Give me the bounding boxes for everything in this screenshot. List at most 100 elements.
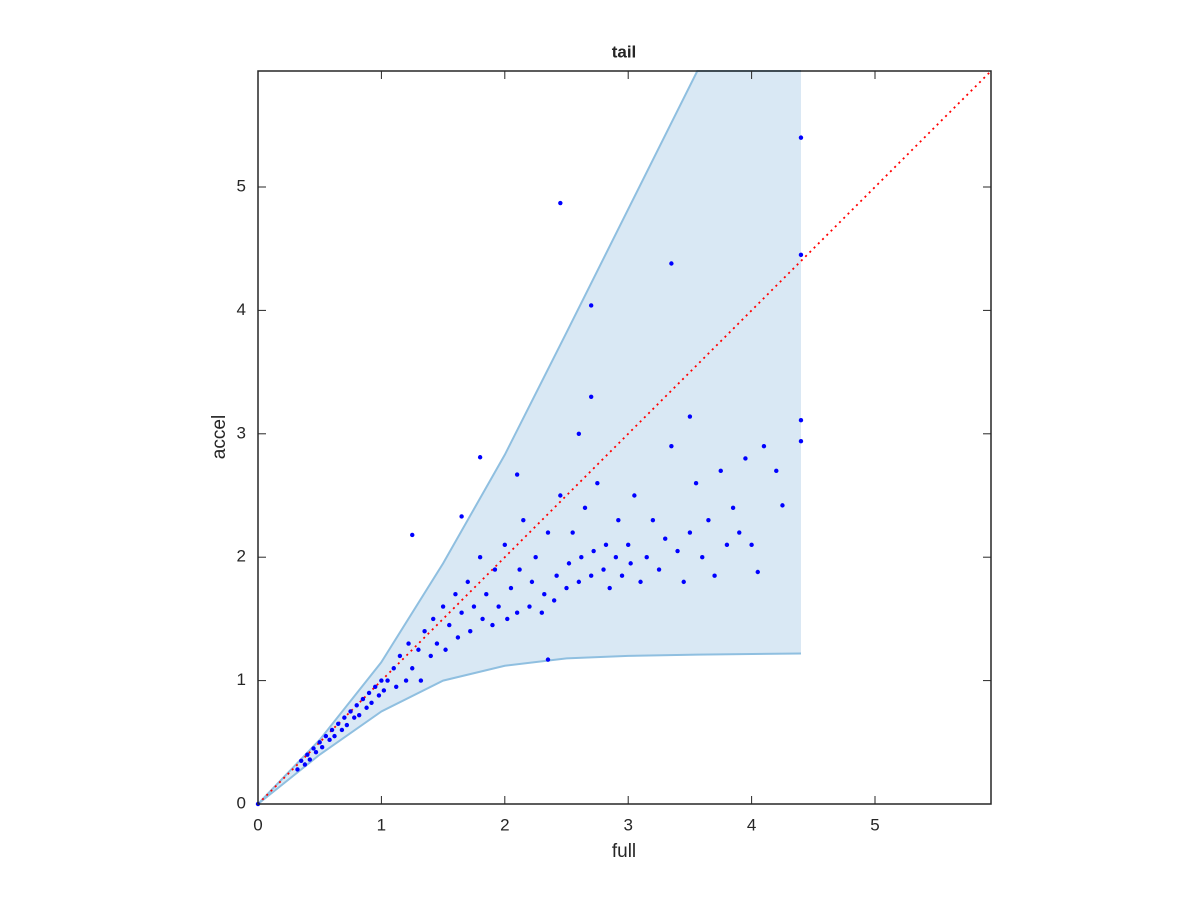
- plot-frame: [257, 70, 992, 805]
- point: [492, 567, 498, 572]
- x-tick-label: 5: [870, 815, 879, 834]
- point: [484, 592, 489, 597]
- point: [366, 690, 372, 696]
- point: [566, 561, 572, 566]
- point: [317, 740, 322, 745]
- point: [490, 622, 495, 628]
- y-axis-label: accel: [209, 415, 230, 459]
- point: [693, 480, 699, 486]
- point: [403, 678, 409, 683]
- point: [443, 647, 448, 652]
- point: [410, 532, 415, 538]
- point: [616, 517, 621, 523]
- point: [376, 693, 382, 698]
- point: [502, 542, 508, 548]
- point: [603, 542, 609, 548]
- point: [551, 598, 557, 603]
- point: [394, 684, 399, 689]
- point: [619, 573, 625, 578]
- point: [313, 749, 319, 755]
- point: [613, 554, 619, 560]
- point: [348, 709, 353, 714]
- point: [514, 610, 520, 615]
- point: [459, 610, 464, 615]
- y-tick-label: 3: [237, 423, 246, 442]
- point: [514, 472, 520, 477]
- point: [737, 530, 742, 535]
- point: [579, 554, 584, 560]
- point: [700, 554, 705, 560]
- point: [323, 733, 329, 739]
- point: [669, 443, 674, 449]
- point: [774, 468, 779, 474]
- point: [319, 745, 325, 750]
- point: [307, 757, 313, 762]
- point: [339, 727, 345, 733]
- point: [434, 641, 440, 646]
- x-tick-label: 2: [500, 815, 509, 834]
- point: [397, 653, 403, 659]
- point: [356, 712, 362, 718]
- point: [626, 542, 631, 548]
- point: [663, 536, 668, 541]
- point: [669, 261, 674, 266]
- point: [687, 414, 693, 419]
- x-tick-label: 1: [377, 815, 386, 834]
- point: [632, 493, 637, 498]
- point: [675, 548, 680, 554]
- point: [369, 700, 374, 706]
- point: [628, 561, 633, 566]
- point: [595, 480, 600, 486]
- y-tick-label: 1: [237, 670, 246, 689]
- point: [468, 629, 473, 634]
- point: [542, 592, 547, 597]
- point: [505, 616, 510, 622]
- y-tick-label: 5: [237, 176, 246, 195]
- point: [410, 666, 415, 671]
- point: [576, 579, 582, 585]
- point: [576, 431, 582, 436]
- point: [508, 585, 514, 591]
- point: [545, 657, 551, 662]
- point: [373, 684, 378, 689]
- band-upper-edge: [257, 70, 801, 805]
- point: [529, 579, 535, 585]
- point: [298, 758, 304, 764]
- point: [431, 616, 436, 622]
- point: [527, 604, 532, 609]
- chart-title: tail: [612, 42, 637, 61]
- point: [545, 530, 551, 535]
- x-tick-label: 0: [253, 815, 262, 834]
- point: [447, 622, 452, 628]
- point: [730, 505, 736, 511]
- point: [381, 688, 387, 693]
- point: [364, 705, 369, 710]
- point: [385, 678, 390, 683]
- point: [570, 530, 575, 535]
- point: [644, 554, 649, 560]
- point: [743, 456, 748, 461]
- point: [554, 573, 559, 578]
- y-tick-label: 4: [237, 300, 246, 319]
- point: [302, 762, 308, 767]
- point: [687, 530, 693, 535]
- y-tick-label: 0: [237, 793, 246, 812]
- point: [798, 252, 804, 258]
- point: [755, 569, 760, 575]
- point: [329, 727, 335, 733]
- point: [311, 746, 316, 751]
- point: [305, 752, 310, 757]
- point: [477, 554, 483, 560]
- point: [712, 573, 717, 578]
- point: [428, 653, 433, 659]
- point: [406, 641, 411, 646]
- point: [780, 503, 785, 508]
- point: [798, 135, 804, 140]
- point: [601, 567, 606, 572]
- point: [496, 604, 501, 609]
- point: [588, 303, 594, 308]
- point: [344, 722, 350, 728]
- point: [418, 678, 424, 683]
- point: [591, 548, 596, 554]
